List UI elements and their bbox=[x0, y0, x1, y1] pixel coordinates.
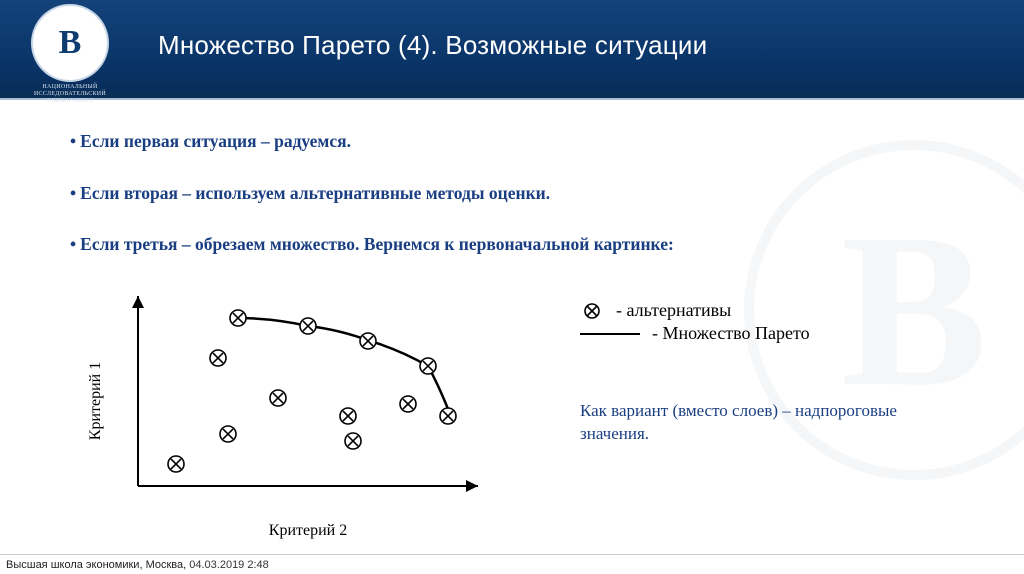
y-axis-label: Критерий 1 bbox=[87, 362, 105, 440]
chart-svg bbox=[118, 286, 498, 516]
bullet-2-text: Если вторая – используем альтернативные … bbox=[80, 183, 550, 203]
footer-timestamp: 04.03.2019 2:48 bbox=[189, 559, 269, 571]
bullet-3: •Если третья – обрезаем множество. Верне… bbox=[70, 233, 984, 257]
legend-line-icon bbox=[580, 333, 640, 335]
bullet-2: •Если вторая – используем альтернативные… bbox=[70, 182, 984, 206]
slide-title: Множество Парето (4). Возможные ситуации bbox=[158, 30, 707, 61]
bullet-3-text: Если третья – обрезаем множество. Вернем… bbox=[80, 234, 674, 254]
legend-alt-label: - альтернативы bbox=[616, 300, 731, 321]
side-note: Как вариант (вместо слоев) – надпороговы… bbox=[580, 400, 940, 446]
logo: В НАЦИОНАЛЬНЫЙ ИССЛЕДОВАТЕЛЬСКИЙ УНИВЕРС… bbox=[10, 4, 130, 106]
content-area: •Если первая ситуация – радуемся. •Если … bbox=[70, 130, 984, 285]
legend-pareto: - Множество Парето bbox=[580, 323, 810, 344]
logo-letter: В bbox=[59, 26, 82, 60]
footer-org: Высшая школа экономики, Москва, bbox=[6, 559, 186, 571]
logo-subtitle: НАЦИОНАЛЬНЫЙ ИССЛЕДОВАТЕЛЬСКИЙ УНИВЕРСИТ… bbox=[10, 84, 130, 106]
legend-marker-icon bbox=[580, 301, 604, 321]
legend-alternatives: - альтернативы bbox=[580, 300, 810, 321]
legend-pareto-label: - Множество Парето bbox=[652, 323, 810, 344]
footer: Высшая школа экономики, Москва, 04.03.20… bbox=[0, 554, 1024, 574]
logo-circle: В bbox=[31, 4, 109, 82]
pareto-chart: Критерий 1 Критерий 2 bbox=[118, 286, 498, 516]
legend: - альтернативы - Множество Парето bbox=[580, 300, 810, 346]
bullet-1: •Если первая ситуация – радуемся. bbox=[70, 130, 984, 154]
x-axis-label: Критерий 2 bbox=[269, 522, 347, 540]
header-underline bbox=[0, 98, 1024, 100]
bullet-1-text: Если первая ситуация – радуемся. bbox=[80, 131, 351, 151]
